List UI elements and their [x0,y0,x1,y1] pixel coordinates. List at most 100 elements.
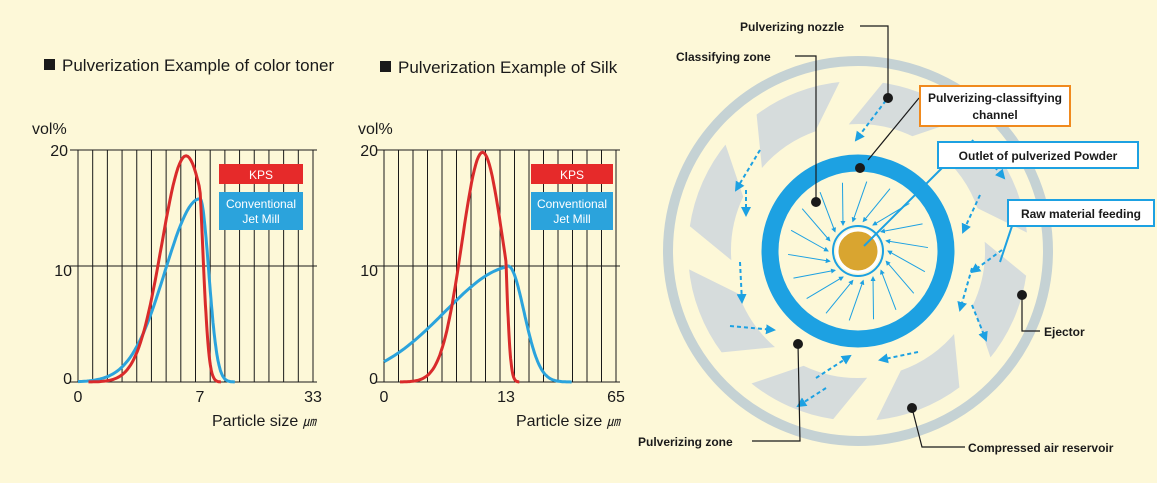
radial-arrow [870,275,876,320]
flow-arrow [957,267,973,312]
radial-arrow [885,260,915,294]
radial-flow-arrows [788,181,928,321]
label-pulverizing-zone: Pulverizing zone [638,435,733,449]
radial-arrow [862,188,891,223]
chart2-xtick-65: 65 [607,389,625,406]
callout-lines [752,25,1040,448]
flow-arrow [729,324,776,335]
chart2-ytick-10: 10 [360,263,378,280]
callout-dots [793,93,1027,413]
callout-compressed-air [911,407,965,448]
classifying-channel-ring [761,154,955,348]
raw-feed-pointer [999,225,1013,263]
flow-arrow [970,249,1003,274]
label-compressed-air: Compressed air reservoir [968,441,1114,455]
chart1-legend-conv-swatch [219,192,303,230]
chart2-xaxis-label: Particle size ㎛ [516,413,622,430]
channel-label-box [919,85,1071,127]
band-segment [743,361,877,424]
label-classifying-zone: Classifying zone [676,50,771,64]
label-pulverizing-nozzle: Pulverizing nozzle [740,20,844,34]
radial-arrow [851,181,868,223]
radial-arrow [793,268,837,279]
label-raw-material: Raw material feeding [1021,207,1141,221]
radial-arrow [840,182,846,227]
chart2-legend-conv-swatch [531,192,613,230]
bullet-square-icon [44,59,55,70]
outer-ring [663,56,1053,446]
chart2-legend-conv-2: Jet Mill [553,212,590,226]
chart1-xunit: ㎛ [303,414,318,429]
radial-arrow [819,191,836,233]
raw-material-label-box [1007,199,1155,227]
dot-compressed-air [907,403,917,413]
chart2: vol% 20 10 0 0 13 65 Particle size ㎛ KPS… [358,121,625,430]
chart2-grid [376,149,620,383]
chart2-title-text: Pulverization Example of Silk [398,58,618,77]
band-segment [684,262,785,357]
chart2-xtick-0: 0 [380,389,389,406]
chart1-ytick-0: 0 [63,371,72,388]
radial-arrow [879,223,923,234]
outlet-pointer [863,167,943,247]
chart2-unit-label: vol% [358,121,393,138]
callout-ejector [1021,295,1040,332]
chart2-series-kps [400,150,520,384]
dot-channel [855,163,865,173]
flow-arrow [971,304,988,342]
dot-ejector [1017,290,1027,300]
radial-arrow [825,279,854,314]
radial-arrow [801,208,831,242]
chart2-xtick-13: 13 [497,389,515,406]
chart1: vol% 20 10 0 0 7 33 Particle size ㎛ KPS … [32,121,322,430]
radial-arrow [790,229,829,252]
chart1-xtick-33: 33 [304,389,322,406]
flow-arrow [734,149,761,192]
bullet-square-icon [380,61,391,72]
chart1-xtick-0: 0 [74,389,83,406]
chart2-legend-conv-1: Conventional [537,197,607,211]
chart1-series-conventional [77,197,235,384]
chart1-section-title: Pulverization Example of color toner [44,56,334,76]
callout-pulverizing-nozzle [860,25,889,98]
chart2-ytick-0: 0 [369,371,378,388]
chart1-xaxis-label: Particle size ㎛ [212,413,318,430]
chart2-section-title: Pulverization Example of Silk [380,58,617,78]
label-ejector: Ejector [1044,325,1085,339]
chart1-legend-conv-1: Conventional [226,197,296,211]
callout-pulverizing-zone [752,343,801,442]
callout-channel [867,97,920,161]
chart1-xaxis-text: Particle size [212,413,298,430]
outlet-core-rim [832,225,884,277]
chart1-title-text: Pulverization Example of color toner [62,56,335,75]
band-segment [752,77,847,178]
dot-nozzle [883,93,893,103]
chart2-legend-kps-swatch [531,164,613,184]
callout-classifying-zone [795,55,817,200]
chart1-ytick-10: 10 [54,263,72,280]
chart1-xtick-7: 7 [196,389,205,406]
jet-mill-diagram: Pulverizing nozzle Classifying zone Pulv… [638,20,1155,455]
radial-arrow [880,269,897,311]
band-segment [685,136,748,270]
band-segment [869,324,964,425]
flow-arrow [796,387,827,408]
label-channel-1: Pulverizing-classiftying [928,91,1062,105]
radial-arrow [887,250,926,273]
chart2-xaxis-text: Particle size [516,413,602,430]
radial-arrow [806,276,844,300]
chart2-ytick-20: 20 [360,143,378,160]
outlet-label-box [937,141,1139,169]
radial-arrow [885,238,928,249]
chart1-ytick-20: 20 [50,143,68,160]
chart1-grid [70,149,317,383]
dot-pulverizing-zone [793,339,803,349]
label-channel-2: channel [972,108,1017,122]
chart1-legend-conv-2: Jet Mill [242,212,279,226]
radial-arrow [788,253,831,264]
chart1-legend-kps-swatch [219,164,303,184]
dot-classifying [811,197,821,207]
radial-arrow [848,279,865,321]
chart1-unit-label: vol% [32,121,67,138]
chart1-legend-kps: KPS [249,168,273,182]
